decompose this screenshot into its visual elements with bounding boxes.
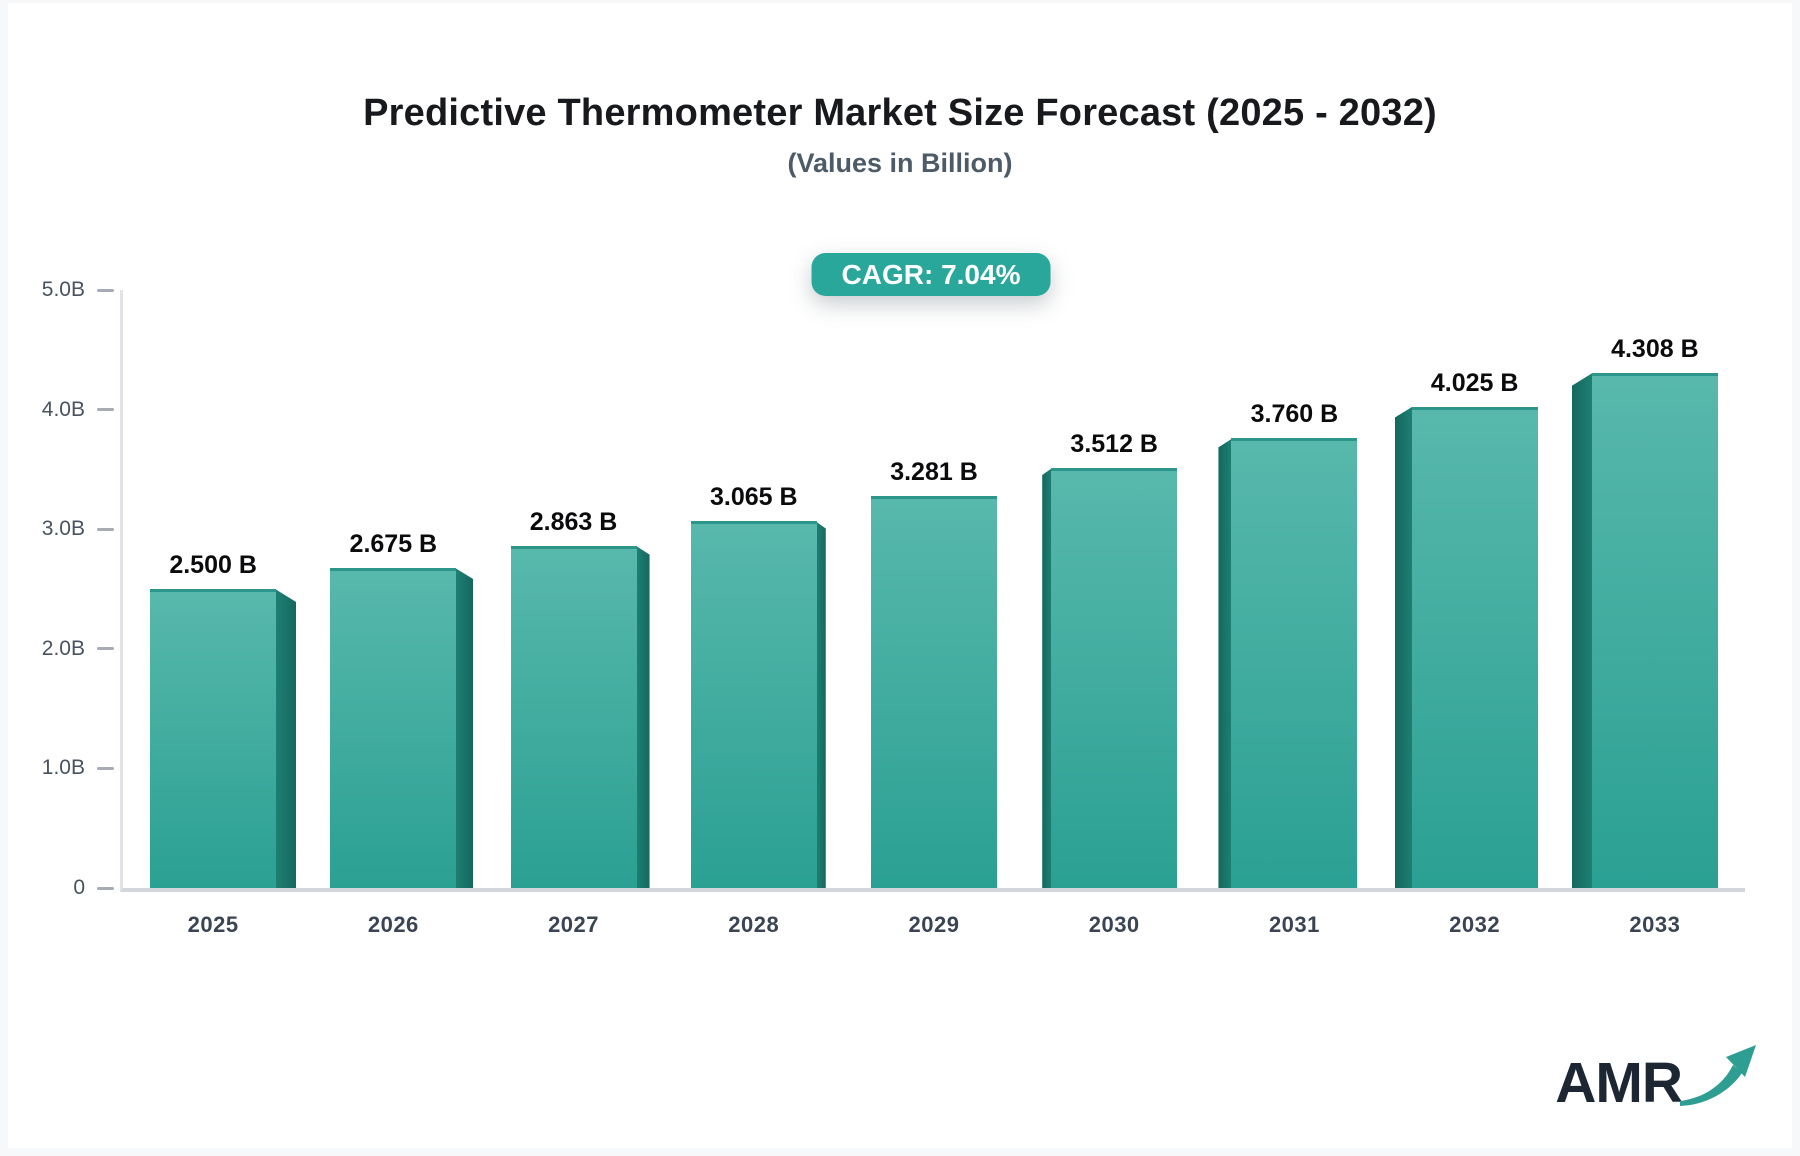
x-axis-label: 2029 [908,912,960,937]
bar-side-face [635,545,650,888]
growth-arrow-icon [1680,1045,1756,1106]
bar-side-face [1394,406,1413,888]
bar-face [510,545,637,888]
y-tick-mark [97,886,114,890]
chart-subtitle: (Values in Billion) [787,148,1013,178]
bar-2033: 4.308 B 2033 [1565,335,1745,937]
y-tick-mark [97,408,114,412]
bar-2031: 3.760 B 2031 [1204,400,1384,937]
bar-face [1411,406,1538,888]
bar-face [1231,438,1358,888]
x-axis-label: 2033 [1629,912,1681,937]
bar-value-label: 2.500 B [169,551,257,579]
y-tick-label: 1.0B [41,756,85,780]
x-axis-label: 2030 [1088,912,1140,937]
y-tick: 3.0B [42,517,123,541]
y-tick: 1.0B [42,756,123,780]
x-axis-label: 2032 [1449,912,1501,937]
bar-2032: 4.025 B 2032 [1385,369,1565,937]
x-axis-label: 2026 [367,912,419,937]
y-tick: 4.0B [42,398,123,422]
y-tick: 2.0B [42,637,123,661]
y-tick-mark [97,288,114,292]
bar-value-label: 3.512 B [1070,429,1158,458]
y-tick-mark [97,527,114,531]
bar-value-label: 2.863 B [529,507,618,536]
y-tick: 5.0B [42,278,123,302]
bar-face [150,589,277,888]
bar-side-face [815,521,826,888]
bar-face [690,521,817,888]
bar-face [870,495,997,888]
y-tick-label: 4.0B [41,397,85,421]
bar-2029: 3.281 B 2029 [844,458,1024,937]
y-tick-mark [97,647,114,651]
bar-2028: 3.065 B 2028 [664,483,844,937]
bar-side-face [275,589,297,888]
bar-value-label: 4.308 B [1611,334,1699,363]
chart-title: Predictive Thermometer Market Size Forec… [363,92,1437,134]
y-tick-label: 2.0B [41,636,85,660]
bar-face [1051,467,1178,888]
y-axis: 5.0B 4.0B 3.0B 2.0B 1.0B 0 [42,278,1745,899]
x-axis-label: 2027 [548,912,600,937]
y-tick: 0 [73,876,123,900]
bar-value-label: 4.025 B [1430,368,1519,397]
bar-face [330,568,457,888]
x-axis-label: 2031 [1268,912,1320,937]
bar-side-face [1218,438,1233,888]
x-axis-label: 2028 [728,912,780,937]
y-tick-label: 3.0B [41,517,85,541]
bar-2030: 3.512 B 2030 [1024,430,1204,937]
amr-logo: AMR [1555,1044,1758,1112]
bar-2027: 2.863 B 2027 [483,508,663,937]
bar-side-face [1042,467,1053,888]
bar-face [1591,372,1718,888]
bar-side-face [455,568,474,888]
bar-value-label: 3.065 B [709,483,798,512]
bar-2025: 2.500 B 2025 [123,551,303,937]
bar-value-label: 3.760 B [1250,400,1339,429]
plot-area: 5.0B 4.0B 3.0B 2.0B 1.0B 0 2.500 B 2025 2.675 B… [42,278,1745,937]
amr-logo-text: AMR [1555,1051,1683,1115]
bar-series: 2.500 B 2025 2.675 B 2026 2.863 B 2027 3.065 B… [123,290,1745,937]
y-tick-mark [97,766,114,770]
bar-value-label: 3.281 B [890,457,978,486]
bar-value-label: 2.675 B [349,530,438,559]
bar-side-face [1571,372,1593,888]
y-tick-label: 5.0B [41,278,85,301]
cagr-badge: CAGR: 7.04% [811,253,1051,297]
x-axis-label: 2025 [187,912,239,937]
y-tick-label: 0 [73,876,85,899]
bar-2026: 2.675 B 2026 [303,530,483,937]
